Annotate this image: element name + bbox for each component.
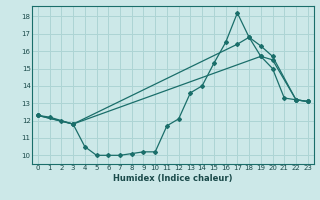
X-axis label: Humidex (Indice chaleur): Humidex (Indice chaleur)	[113, 174, 233, 183]
